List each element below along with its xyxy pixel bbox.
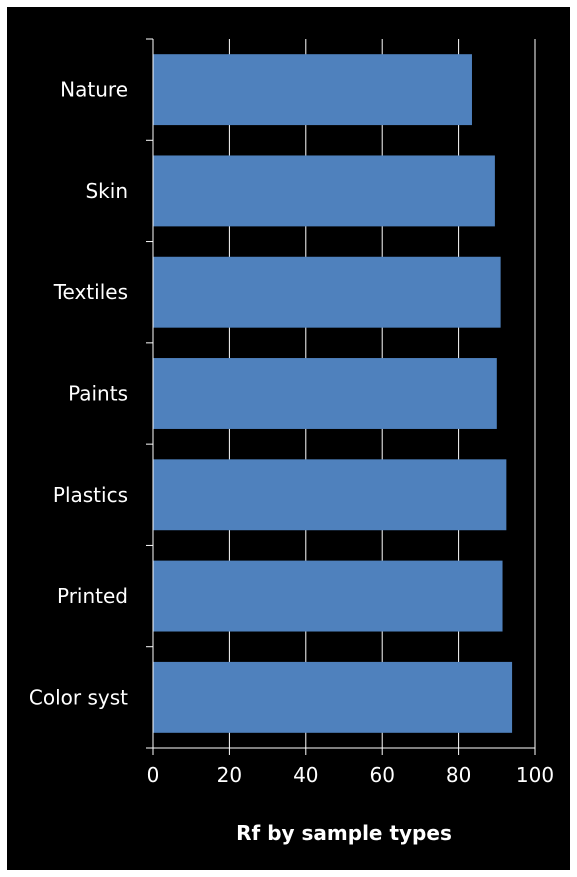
category-labels: Nature Skin Textiles Paints Plastics Printed C… — [29, 78, 128, 710]
x-tick-label: 20 — [217, 763, 242, 787]
x-tick-label: 40 — [293, 763, 318, 787]
category-label: Textiles — [53, 280, 128, 304]
category-label: Printed — [57, 584, 128, 608]
category-label: Paints — [68, 382, 128, 406]
bars — [153, 54, 513, 733]
x-tick-label: 80 — [446, 763, 471, 787]
bar — [153, 54, 472, 126]
bar — [153, 358, 497, 429]
category-label: Skin — [85, 179, 128, 203]
category-label: Plastics — [53, 483, 128, 507]
x-tick-label: 0 — [147, 763, 160, 787]
category-label: Nature — [60, 78, 128, 102]
axes — [146, 38, 536, 755]
bar — [153, 459, 507, 531]
x-tick-label: 100 — [516, 763, 554, 787]
x-axis-title: Rf by sample types — [236, 821, 452, 845]
bar — [153, 155, 495, 227]
bar-chart: Nature Skin Textiles Paints Plastics Printed C… — [29, 38, 554, 845]
bar — [153, 560, 503, 632]
bar — [153, 256, 501, 328]
chart-frame: Nature Skin Textiles Paints Plastics Printed C… — [7, 7, 570, 870]
category-label: Color syst — [29, 685, 128, 709]
x-tick-label: 60 — [369, 763, 394, 787]
bar — [153, 661, 513, 733]
x-tick-labels: 0 20 40 60 80 100 — [147, 763, 554, 787]
